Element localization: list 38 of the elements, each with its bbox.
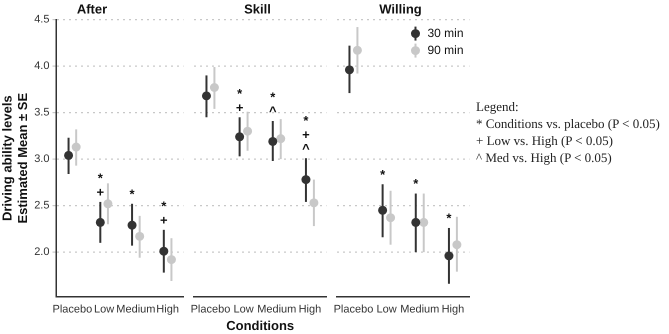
data-label: * + ^ xyxy=(302,112,310,156)
y-tick-label: 4.0 xyxy=(34,60,50,72)
legend-label: 30 min xyxy=(427,26,464,40)
x-axis-title: Conditions xyxy=(226,318,294,334)
chart-title: After xyxy=(76,1,108,16)
data-label: * + xyxy=(96,170,105,200)
data-label: * + xyxy=(236,86,244,115)
chart-title: Skill xyxy=(244,1,271,16)
data-label: * xyxy=(446,210,452,226)
text: + Low vs. High (P < 0.05) xyxy=(476,132,614,149)
x-tick-label: Medium xyxy=(257,303,296,316)
x-tick-label: Low xyxy=(94,303,114,316)
y-tick-label: 3.0 xyxy=(34,153,50,166)
data-label: * ^ xyxy=(268,90,277,119)
text: * Conditions vs. placebo (P < 0.05) xyxy=(476,115,660,132)
data-label: * xyxy=(130,186,136,202)
y-tick-label: 3.5 xyxy=(34,106,50,119)
x-tick-label: High xyxy=(298,303,322,316)
data-label: * xyxy=(380,166,386,182)
x-tick-label: Medium xyxy=(400,303,440,316)
text: ^ Med vs. High (P < 0.05) xyxy=(476,149,613,166)
chart-title: Willing xyxy=(379,1,422,16)
x-tick-label: Low xyxy=(234,303,254,316)
x-tick-label: High xyxy=(156,303,179,316)
y-tick-label: 2.0 xyxy=(34,246,50,258)
y-tick-label: 4.5 xyxy=(34,14,50,26)
x-tick-label: Placebo xyxy=(334,303,374,316)
y-tick-label: 2.5 xyxy=(34,200,50,212)
x-tick-label: Placebo xyxy=(190,303,230,316)
text: Legend: xyxy=(476,98,520,115)
data-label: * + xyxy=(160,198,168,228)
x-tick-label: Low xyxy=(376,303,397,316)
x-tick-label: Medium xyxy=(116,303,156,316)
data-label: * xyxy=(413,176,420,192)
legend-label: 90 min xyxy=(427,42,464,57)
x-tick-label: Placebo xyxy=(52,303,92,316)
y-axis-title: Driving ability levels Estimated Mean ± SE xyxy=(0,92,30,224)
x-tick-label: High xyxy=(442,303,464,316)
